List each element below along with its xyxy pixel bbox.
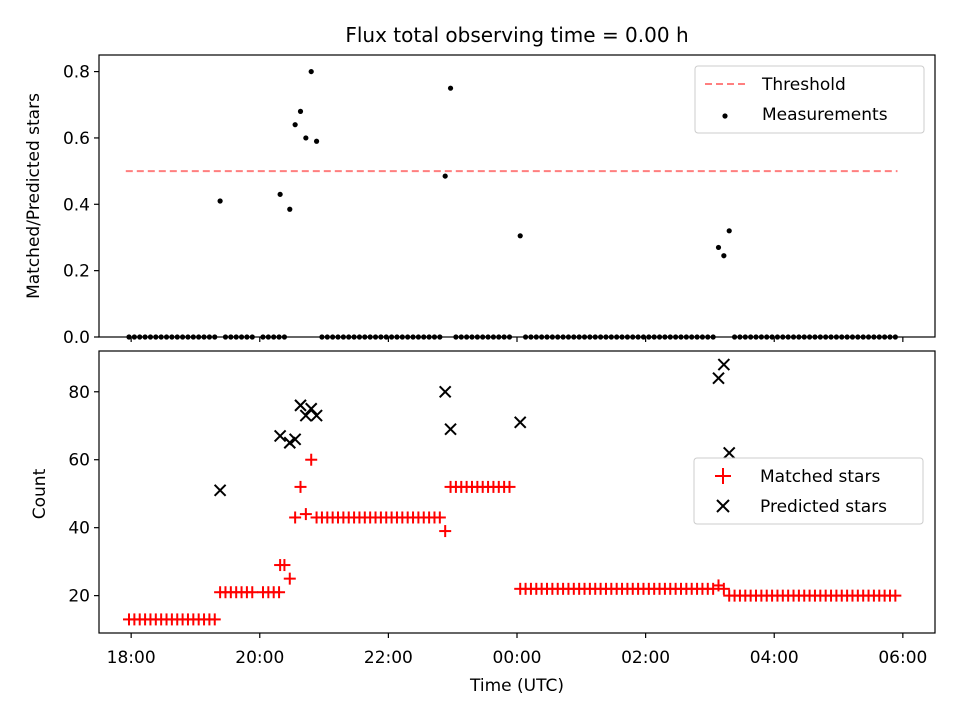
legend-predicted-label: Predicted stars [760,497,887,517]
matched-star-point [246,586,259,599]
measurement-point [277,191,283,197]
x-tick-label: 22:00 [364,648,413,668]
predicted-star-point [305,402,318,415]
measurement-point [726,228,732,234]
predicted-star-point [310,409,323,422]
matched-star-point [283,572,296,585]
legend-threshold-label: Threshold [761,75,846,95]
matched-star-point [208,613,221,626]
bottom-y-tick-label: 60 [68,451,90,471]
top-x-ticks [130,337,904,342]
predicted-star-point [213,484,227,497]
legend-matched-marker [715,468,731,484]
x-axis-label: Time (UTC) [469,676,564,696]
matched-star-point [889,589,902,602]
x-tick-label: 20:00 [235,648,284,668]
measurement-point [447,85,454,91]
x-tick-label: 02:00 [621,648,670,668]
predicted-star-point [723,446,736,460]
measurement-point [308,68,314,75]
matched-star-point [439,525,452,538]
top-legend: Threshold Measurements [694,65,925,134]
x-tick-label: 00:00 [493,648,542,668]
top-y-tick-label: 0.2 [63,262,90,282]
matched-star-point [299,508,312,521]
predicted-star-point [444,422,457,436]
measurement-point [313,138,320,144]
measurement-point [287,206,293,212]
legend-measurements-label: Measurements [762,105,888,125]
top-y-axis-label: Matched/Predicted stars [24,93,44,299]
top-y-tick-label: 0.6 [63,129,90,149]
top-panel: 0.00.20.40.60.8 Matched/Predicted stars … [24,54,936,348]
measurement-point [303,135,309,141]
predicted-star-point [514,416,527,429]
x-tick-label: 04:00 [750,648,799,668]
legend-measurements-marker [722,113,728,119]
predicted-star-point [438,385,452,398]
chart-title: Flux total observing time = 0.00 h [345,23,688,47]
predicted-star-point [712,371,725,385]
bottom-x-ticks: 18:00 20:00 22:00 00:00 02:00 04:00 06:00 [107,633,927,668]
predicted-star-point [299,409,313,422]
bottom-y-tick-label: 80 [68,383,90,403]
predicted-star-point [717,358,731,371]
x-tick-label: 06:00 [878,648,927,668]
matched-star-point [273,586,286,599]
predicted-star-point [273,429,287,443]
measurement-point [297,108,304,114]
top-y-tick-label: 0.0 [63,328,90,348]
legend-matched-label: Matched stars [760,467,880,487]
top-legend-box [694,65,925,134]
predicted-star-point [294,399,307,412]
bottom-y-axis-label: Count [30,468,50,519]
top-y-tick-label: 0.4 [63,195,90,215]
matched-star-point [305,453,318,466]
legend-predicted-marker [716,499,730,513]
matched-star-point [503,480,516,493]
bottom-plot-data [123,358,902,626]
measurement-point [715,244,722,251]
measurement-point [217,198,223,204]
measurement-point [292,122,298,128]
bottom-legend-box [693,457,924,525]
predicted-star-point [288,433,302,446]
matched-star-point [294,480,307,493]
top-y-ticks: 0.0 0.2 0.4 0.6 0.8 [63,63,99,348]
bottom-y-tick-label: 40 [68,519,90,539]
top-y-tick-label: 0.8 [63,63,90,83]
x-tick-label: 18:00 [107,648,156,668]
measurement-point [442,173,448,179]
bottom-y-ticks: 20 40 60 80 [68,383,99,607]
predicted-star-point [283,436,296,449]
matched-star-point [278,559,291,572]
bottom-y-tick-label: 20 [68,587,90,607]
bottom-legend: Matched stars Predicted stars [693,457,924,525]
matched-star-point [289,511,302,524]
measurement-point [721,253,727,259]
matched-star-point [433,511,446,524]
measurement-point [517,233,523,239]
matched-star-point [717,582,730,595]
bottom-panel: 20 40 60 80 18:00 20:00 22:00 00:00 02:00 04:00 0… [30,350,936,696]
